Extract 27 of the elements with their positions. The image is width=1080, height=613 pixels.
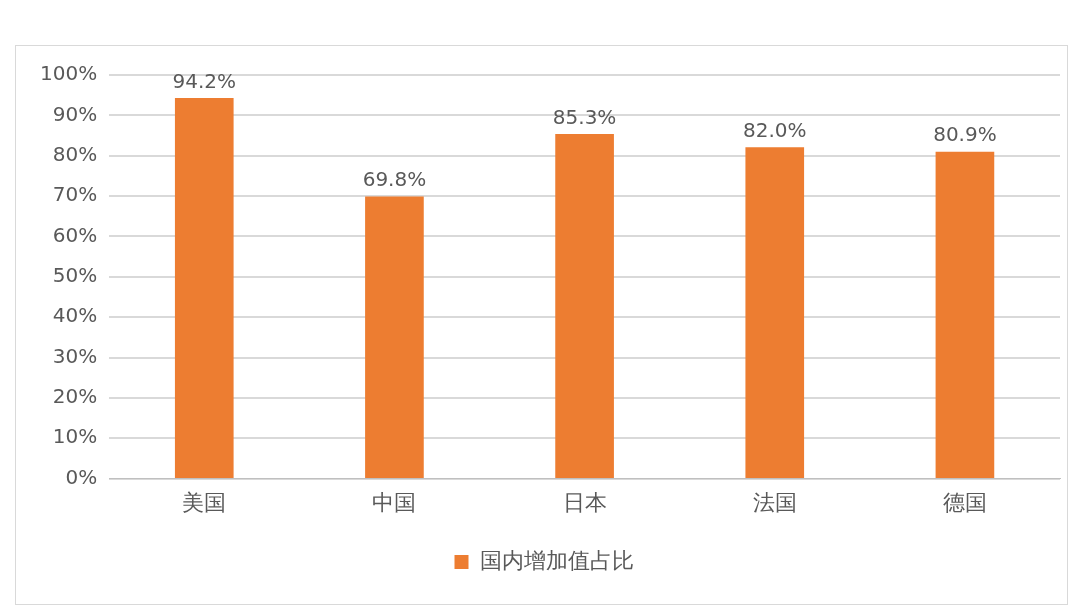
x-tick-label: 德国 <box>942 489 987 515</box>
y-tick-label: 60% <box>52 222 98 247</box>
bar <box>745 147 805 478</box>
y-tick-label: 20% <box>52 384 98 409</box>
bar <box>174 98 234 478</box>
data-label: 69.8% <box>362 167 427 192</box>
data-label: 85.3% <box>552 104 617 129</box>
data-label: 82.0% <box>742 117 807 142</box>
data-label: 80.9% <box>933 122 997 147</box>
y-tick-label: 40% <box>52 303 98 328</box>
x-tick-label: 日本 <box>562 489 607 515</box>
y-tick-label: 50% <box>52 263 98 287</box>
x-tick-label: 中国 <box>372 489 417 515</box>
legend-label: 国内增加值占比 <box>479 547 634 573</box>
bar <box>555 134 614 478</box>
y-tick-label: 30% <box>52 343 98 368</box>
y-tick-label: 100% <box>39 61 98 86</box>
y-tick-label: 0% <box>65 464 98 489</box>
bar <box>935 151 995 478</box>
x-tick-label: 美国 <box>182 489 227 515</box>
bar <box>365 196 424 478</box>
y-tick-label: 90% <box>52 101 98 126</box>
y-tick-label: 10% <box>52 424 98 449</box>
x-tick-label: 法国 <box>752 489 797 515</box>
data-label: 94.2% <box>172 68 237 93</box>
y-tick-label: 80% <box>52 141 98 166</box>
y-tick-label: 70% <box>52 182 98 207</box>
